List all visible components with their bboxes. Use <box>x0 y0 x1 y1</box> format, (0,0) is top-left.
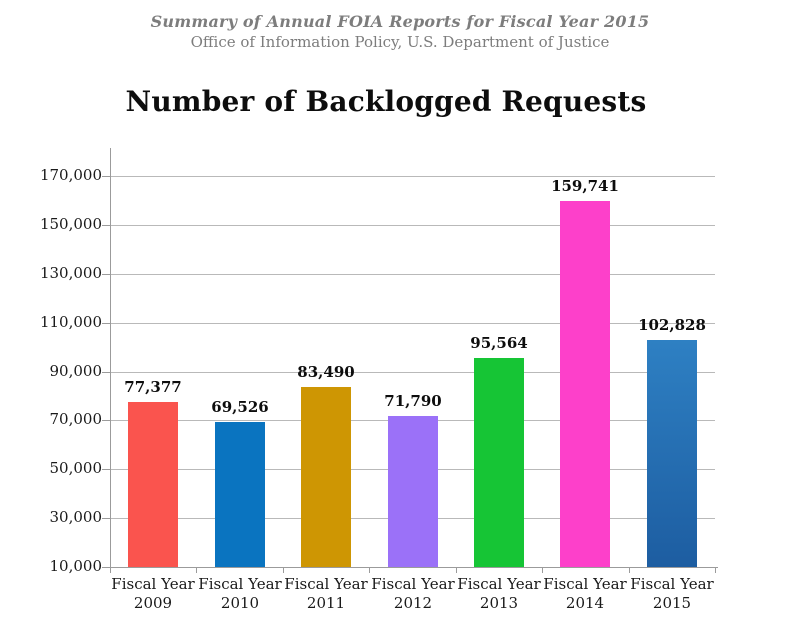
x-tick <box>715 568 716 573</box>
y-axis-label: 90,000 <box>49 362 103 380</box>
x-tick <box>542 568 543 573</box>
y-axis-line <box>110 148 111 567</box>
x-axis-label-line1: Fiscal Year <box>543 575 627 593</box>
gridline-110,000 <box>111 323 715 324</box>
bar-fiscal-year-2011 <box>301 387 351 567</box>
y-axis-label: 170,000 <box>39 166 102 184</box>
x-axis-label-year: 2012 <box>393 594 433 612</box>
x-tick <box>283 568 284 573</box>
y-axis-label: 70,000 <box>49 410 103 428</box>
bar-value-label: 102,828 <box>638 316 706 334</box>
x-tick <box>196 568 197 573</box>
x-axis-label-line1: Fiscal Year <box>284 575 368 593</box>
x-axis-label-year: 2011 <box>306 594 346 612</box>
report-header-title: Summary of Annual FOIA Reports for Fisca… <box>150 12 650 31</box>
x-axis-label: Fiscal Year 2014 <box>535 575 635 613</box>
x-axis-line <box>110 567 718 568</box>
x-axis-label: Fiscal Year 2011 <box>276 575 376 613</box>
x-axis-label: Fiscal Year 2015 <box>622 575 722 613</box>
y-tick-130,000 <box>102 274 110 275</box>
report-header-subtitle: Office of Information Policy, U.S. Depar… <box>190 33 610 51</box>
y-tick-50,000 <box>102 469 110 470</box>
y-tick-90,000 <box>102 372 110 373</box>
bar-fiscal-year-2012 <box>388 416 438 567</box>
y-tick-110,000 <box>102 323 110 324</box>
y-axis-label: 10,000 <box>49 557 103 575</box>
chart-title: Number of Backlogged Requests <box>125 85 647 118</box>
gridline-130,000 <box>111 274 715 275</box>
bar-fiscal-year-2014 <box>560 201 610 567</box>
bar-fiscal-year-2009 <box>128 402 178 567</box>
y-tick-10,000 <box>102 567 110 568</box>
y-tick-170,000 <box>102 176 110 177</box>
y-axis-label: 50,000 <box>49 459 103 477</box>
x-axis-label: Fiscal Year 2009 <box>103 575 203 613</box>
y-axis-label: 130,000 <box>39 264 102 282</box>
bar-fiscal-year-2010 <box>215 422 265 567</box>
x-axis-label-line1: Fiscal Year <box>371 575 455 593</box>
x-axis-label-year: 2009 <box>133 594 173 612</box>
x-axis-label-line1: Fiscal Year <box>457 575 541 593</box>
bar-value-label: 77,377 <box>124 378 182 396</box>
y-axis-label: 30,000 <box>49 508 103 526</box>
x-axis-label: Fiscal Year 2010 <box>190 575 290 613</box>
bar-value-label: 83,490 <box>297 363 355 381</box>
bar-value-label: 69,526 <box>211 398 269 416</box>
x-axis-label-line1: Fiscal Year <box>630 575 714 593</box>
x-axis-label: Fiscal Year 2013 <box>449 575 549 613</box>
x-axis-label-year: 2010 <box>220 594 260 612</box>
gridline-170,000 <box>111 176 715 177</box>
gridline-90,000 <box>111 372 715 373</box>
x-tick <box>110 568 111 573</box>
y-axis-label: 150,000 <box>39 215 102 233</box>
y-tick-30,000 <box>102 518 110 519</box>
x-tick <box>629 568 630 573</box>
bar-fiscal-year-2013 <box>474 358 524 567</box>
x-tick <box>456 568 457 573</box>
bar-value-label: 95,564 <box>470 334 528 352</box>
x-axis-label-line1: Fiscal Year <box>111 575 195 593</box>
bar-value-label: 159,741 <box>551 177 619 195</box>
x-axis-label-year: 2014 <box>565 594 605 612</box>
bar-fiscal-year-2015 <box>647 340 697 567</box>
x-axis-label: Fiscal Year 2012 <box>363 575 463 613</box>
x-axis-label-year: 2015 <box>652 594 692 612</box>
gridline-150,000 <box>111 225 715 226</box>
y-tick-150,000 <box>102 225 110 226</box>
x-tick <box>369 568 370 573</box>
bar-value-label: 71,790 <box>384 392 442 410</box>
y-tick-70,000 <box>102 420 110 421</box>
y-axis-label: 110,000 <box>39 313 102 331</box>
x-axis-label-line1: Fiscal Year <box>198 575 282 593</box>
x-axis-label-year: 2013 <box>479 594 519 612</box>
